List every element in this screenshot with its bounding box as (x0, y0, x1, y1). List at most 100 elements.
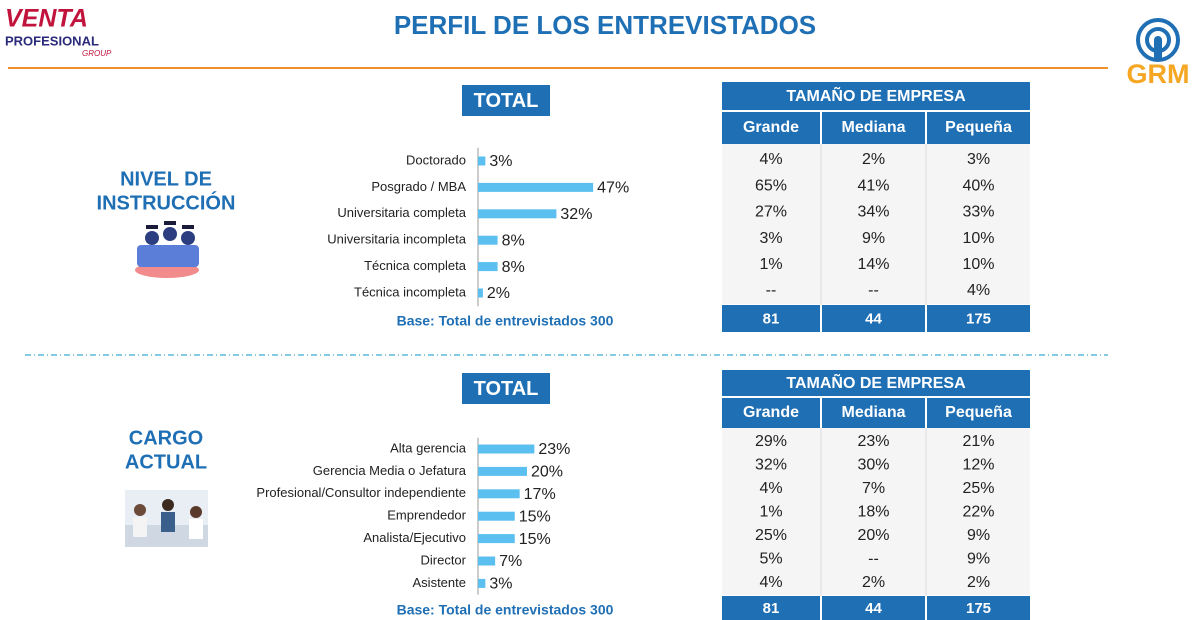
category-label: Universitaria completa (337, 205, 466, 220)
logo-left-line: PROFESIONAL (5, 33, 99, 48)
total-cell (722, 596, 820, 620)
table-cell: 40% (962, 177, 994, 194)
base-note: Base: Total de entrevistados 300 (397, 602, 614, 618)
logo-left-line: GROUP (82, 49, 112, 58)
category-label: Gerencia Media o Jefatura (313, 463, 467, 478)
base-note: Base: Total de entrevistados 300 (397, 313, 614, 329)
value-label: 17% (524, 486, 556, 503)
table-cell: 1% (759, 504, 782, 521)
value-label: 2% (487, 285, 510, 302)
table-cell: 1% (759, 256, 782, 273)
bar (478, 489, 520, 499)
category-label: Profesional/Consultor independiente (256, 485, 466, 500)
table-cell: 25% (755, 527, 787, 544)
table-cell: 7% (862, 480, 885, 497)
table-cell: 32% (755, 457, 787, 474)
table-cell: 4% (759, 151, 782, 168)
column-header-cell (927, 398, 1030, 428)
table-cell: -- (766, 282, 777, 299)
table-cell: 23% (857, 433, 889, 450)
logo-right: GRM (1127, 59, 1190, 89)
section-heading: NIVEL DE (120, 168, 212, 190)
column-header: Grande (743, 404, 799, 421)
value-label: 20% (531, 464, 563, 481)
chart-title: TOTAL (474, 90, 539, 112)
total-box (462, 373, 550, 404)
total-value: 44 (865, 310, 882, 327)
bar (478, 288, 483, 298)
section-heading: ACTUAL (125, 451, 207, 473)
table-cell: 34% (857, 204, 889, 221)
value-label: 15% (519, 531, 551, 548)
column-header: Pequeña (945, 404, 1012, 421)
table-cell: 3% (759, 230, 782, 247)
bar (478, 534, 515, 544)
total-value: 81 (763, 600, 780, 617)
value-label: 15% (519, 508, 551, 525)
bar (478, 156, 486, 166)
table-cell: 21% (962, 433, 994, 450)
category-label: Universitaria incompleta (327, 232, 466, 247)
column-header: Grande (743, 119, 799, 136)
table-title-cell (722, 82, 1030, 110)
total-cell (722, 305, 820, 332)
table-cell: 2% (862, 151, 885, 168)
table-cell: 65% (755, 177, 787, 194)
column-header: Mediana (841, 404, 905, 421)
table-cell: 10% (962, 256, 994, 273)
column-header-cell (822, 398, 925, 428)
bar (478, 556, 496, 566)
column-header-cell (722, 112, 820, 144)
table-cell: 5% (759, 551, 782, 568)
total-cell (822, 596, 925, 620)
column-header-cell (822, 112, 925, 144)
table-cell: 4% (759, 574, 782, 591)
office-photo (125, 490, 208, 547)
bar (478, 466, 527, 476)
category-label: Técnica incompleta (354, 284, 467, 299)
category-label: Emprendedor (387, 508, 466, 523)
page-title: PERFIL DE LOS ENTREVISTADOS (394, 10, 816, 40)
total-value: 175 (966, 600, 991, 617)
bar (478, 578, 486, 588)
bar (478, 209, 557, 219)
category-label: Posgrado / MBA (371, 179, 466, 194)
bar (478, 182, 594, 192)
chart-title: TOTAL (474, 378, 539, 400)
value-label: 3% (489, 153, 512, 170)
category-label: Alta gerencia (390, 440, 467, 455)
bar (478, 235, 498, 245)
table-cell: 4% (967, 282, 990, 299)
bar (478, 511, 515, 521)
table-cell: 10% (962, 230, 994, 247)
section-heading: INSTRUCCIÓN (97, 190, 236, 214)
total-value: 175 (966, 310, 991, 327)
table-cell: 29% (755, 433, 787, 450)
table-cell: 30% (857, 457, 889, 474)
logo-right-icon (1136, 18, 1180, 62)
table-cell: 9% (967, 527, 990, 544)
table-cell: 9% (967, 551, 990, 568)
total-value: 44 (865, 600, 882, 617)
graduation-icon (135, 221, 199, 278)
table-title: TAMAÑO DE EMPRESA (786, 372, 966, 392)
table-cell: 4% (759, 480, 782, 497)
column-header-cell (927, 112, 1030, 144)
value-label: 47% (597, 180, 629, 197)
table-cell: 20% (857, 527, 889, 544)
category-label: Asistente (413, 575, 466, 590)
table-cell: 25% (962, 480, 994, 497)
table-cell: 3% (967, 151, 990, 168)
value-label: 23% (538, 441, 570, 458)
bar (478, 262, 498, 272)
value-label: 8% (502, 259, 525, 276)
table-cell: 18% (857, 504, 889, 521)
table-body (722, 428, 1030, 595)
column-header-cell (722, 398, 820, 428)
total-cell (927, 305, 1030, 332)
table-cell: 9% (862, 230, 885, 247)
value-label: 7% (499, 553, 522, 570)
bar (478, 444, 535, 454)
table-cell: 2% (967, 574, 990, 591)
